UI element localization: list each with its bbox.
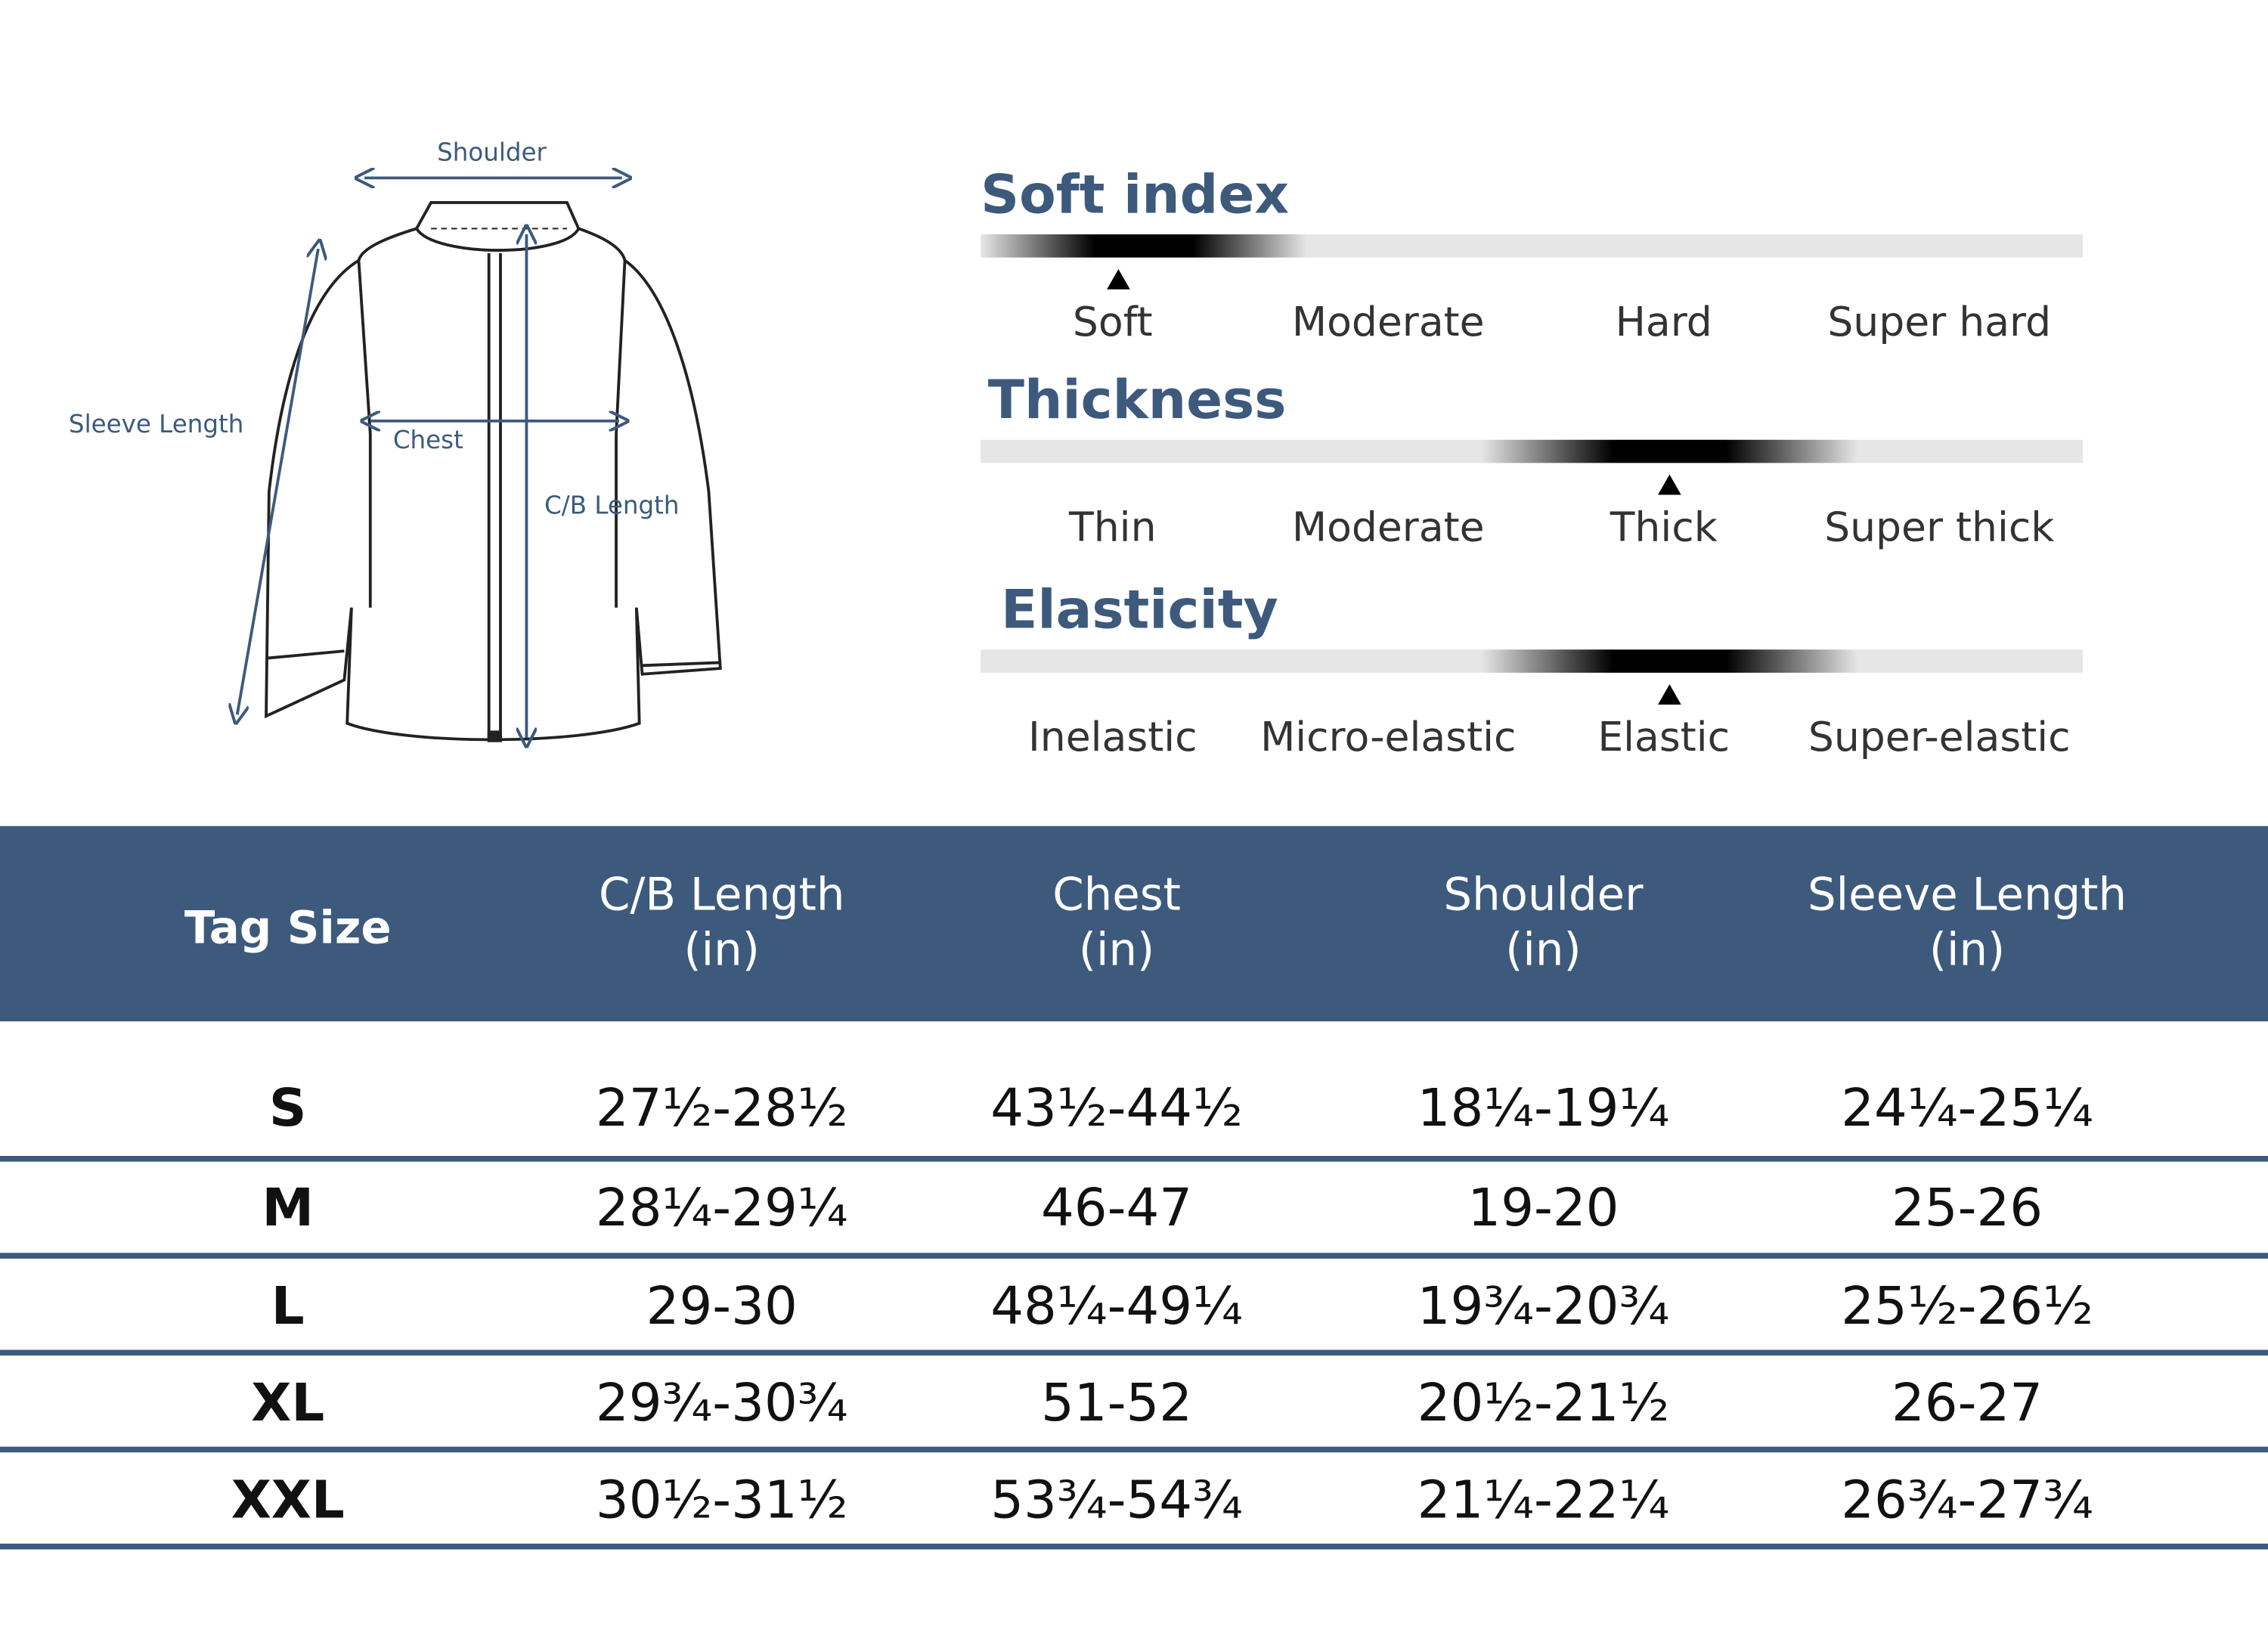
index-option: Inelastic [1028, 713, 1198, 761]
jacket-drawing: Shoulder Sleeve Length Chest C/B Length [69, 138, 722, 742]
table-cell: 25-26 [1892, 1178, 2043, 1238]
index-title: Soft index [981, 163, 1289, 225]
index-option: Thin [1068, 503, 1156, 551]
table-cell: 53¾-54¾ [990, 1470, 1243, 1530]
diagram-label: Chest [393, 426, 463, 454]
table-cell: 19-20 [1467, 1178, 1619, 1238]
table-cell: 26-27 [1892, 1373, 2043, 1433]
header-cell: Shoulder [1443, 869, 1644, 921]
index-marker [1658, 684, 1681, 705]
index-title: Elasticity [1001, 578, 1278, 641]
table-cell: XL [251, 1373, 324, 1433]
table-cell: 30½-31½ [596, 1470, 848, 1530]
fabric-indices: Soft index Soft Moderate Hard Super hard Thic… [981, 163, 2084, 761]
index-option: Super hard [1827, 298, 2051, 345]
table-cell: 26¾-27¾ [1841, 1470, 2093, 1530]
index-highlight [1481, 439, 1858, 463]
diagram-label: Shoulder [437, 138, 547, 166]
table-cell: 21¼-22¼ [1418, 1470, 1670, 1530]
header-cell: C/B Length [599, 869, 844, 921]
header-cell: (in) [1079, 923, 1154, 975]
header-cell: (in) [1505, 923, 1581, 975]
index-highlight [1481, 649, 1858, 673]
table-cell: XXL [231, 1470, 345, 1530]
index-marker [1658, 474, 1681, 495]
table-cell: S [269, 1078, 307, 1139]
header-cell: Sleeve Length [1808, 869, 2127, 921]
index-highlight [981, 234, 1307, 258]
table-header-bg [0, 826, 2268, 1022]
index-marker [1107, 268, 1130, 290]
table-cell: 27½-28½ [596, 1078, 848, 1139]
index-option: Hard [1616, 298, 1712, 345]
table-cell: L [271, 1276, 305, 1337]
table-cell: 46-47 [1041, 1178, 1192, 1238]
table-cell: 18¼-19¼ [1418, 1078, 1670, 1139]
header-cell: Tag Size [184, 902, 392, 954]
table-cell: 24¼-25¼ [1841, 1078, 2093, 1139]
table-cell: 51-52 [1041, 1373, 1192, 1433]
table-cell: 28¼-29¼ [596, 1178, 848, 1238]
index-option: Elastic [1597, 713, 1730, 761]
header-cell: Chest [1052, 869, 1181, 921]
index-option: Super thick [1824, 503, 2054, 551]
diagram-label: Sleeve Length [69, 410, 243, 438]
header-cell: (in) [684, 923, 760, 975]
table-cell: M [262, 1178, 314, 1238]
index-option: Moderate [1292, 298, 1485, 345]
table-cell: 29-30 [646, 1276, 798, 1337]
table-cell: 19¾-20¾ [1418, 1276, 1670, 1337]
table-cell: 48¼-49¼ [990, 1276, 1243, 1337]
header-cell: (in) [1929, 923, 2005, 975]
table-cell: 43½-44½ [990, 1078, 1243, 1139]
diagram-label: C/B Length [544, 491, 679, 519]
index-option: Micro-elastic [1260, 713, 1516, 761]
index-title: Thickness [988, 368, 1287, 431]
index-option: Moderate [1292, 503, 1485, 551]
index-option: Super-elastic [1808, 713, 2071, 761]
table-cell: 29¾-30¾ [596, 1373, 848, 1433]
table-cell: 20½-21½ [1418, 1373, 1670, 1433]
index-option: Thick [1610, 503, 1718, 551]
index-option: Soft [1073, 298, 1153, 345]
table-cell: 25½-26½ [1841, 1276, 2093, 1337]
